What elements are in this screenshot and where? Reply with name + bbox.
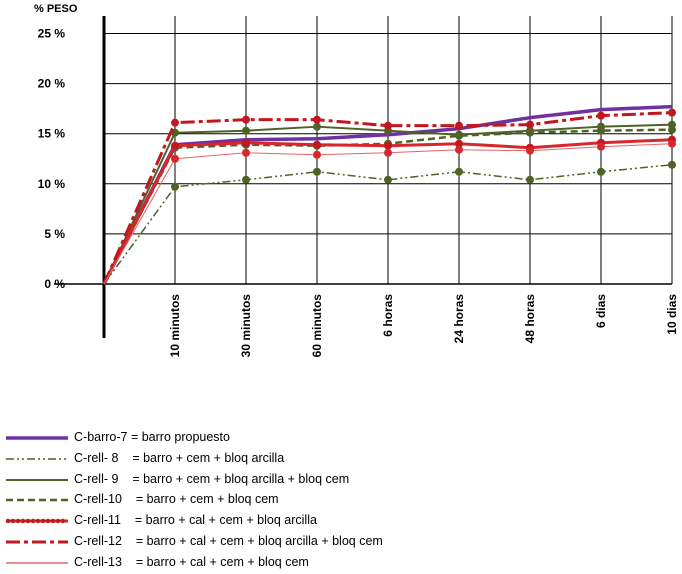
y-tick-label: 10 % xyxy=(38,177,66,191)
legend-item: C-rell- 8 = barro + cem + bloq arcilla xyxy=(0,449,682,469)
legend-item: C-barro-7 = barro propuesto xyxy=(0,428,682,448)
y-tick-label: 20 % xyxy=(38,77,66,91)
series-point-5 xyxy=(455,121,463,130)
legend-label: C-barro-7 = barro propuesto xyxy=(74,430,230,444)
series-line-1 xyxy=(103,164,673,285)
series-point-2 xyxy=(313,122,321,131)
legend-label: C-rell-10 = barro + cem + bloq cem xyxy=(74,492,279,507)
legend-swatch-dot xyxy=(25,518,31,524)
series-point-6 xyxy=(171,154,179,163)
legend-swatch-dot xyxy=(30,518,36,524)
y-tick-label: 5 % xyxy=(44,227,65,241)
legend: C-barro-7 = barro propuesto C-rell- 8 = b… xyxy=(0,428,682,574)
x-tick-labels: 10 minutos 30 minutos 60 minutos 6 horas 24 … xyxy=(168,294,679,358)
x-tick-label: 10 minutos xyxy=(168,294,182,358)
series-point-5 xyxy=(242,115,250,124)
series-point-6 xyxy=(455,145,463,154)
series-point-5 xyxy=(171,118,179,127)
series-point-1 xyxy=(242,175,250,184)
legend-item: C-rell- 9 = barro + cem + bloq arcilla +… xyxy=(0,470,682,490)
series-point-5 xyxy=(668,108,676,117)
y-axis-label: % PESO xyxy=(34,3,78,15)
series-point-3 xyxy=(526,128,534,137)
legend-swatch xyxy=(6,458,68,460)
x-tick-label: 6 horas xyxy=(381,294,395,337)
legend-item: C-rell-12 = barro + cal + cem + bloq arc… xyxy=(0,532,682,552)
series-point-1 xyxy=(171,182,179,191)
series-point-5 xyxy=(526,120,534,129)
legend-swatch-dot xyxy=(20,518,26,524)
series-point-6 xyxy=(597,142,605,151)
series-point-1 xyxy=(597,167,605,176)
legend-swatch-dot xyxy=(45,518,51,524)
legend-label: C-rell- 8 = barro + cem + bloq arcilla xyxy=(74,450,285,465)
legend-label: C-rell-12 = barro + cal + cem + bloq arc… xyxy=(74,534,383,548)
series-point-1 xyxy=(384,175,392,184)
series-point-4 xyxy=(455,139,463,148)
series-point-3 xyxy=(455,131,463,140)
series-point-4 xyxy=(313,140,321,149)
legend-swatch-dot xyxy=(15,518,21,524)
legend-swatch-dot xyxy=(50,518,56,524)
series-point-5 xyxy=(313,115,321,124)
axes xyxy=(54,16,672,338)
legend-label: C-rell-13 = barro + cal + cem + bloq cem xyxy=(74,554,309,569)
series-point-4 xyxy=(242,138,250,147)
series-point-4 xyxy=(171,141,179,150)
legend-label: C-rell- 9 = barro + cem + bloq arcilla +… xyxy=(74,471,350,486)
y-tick-label: 25 % xyxy=(38,27,66,41)
legend-swatch-dot xyxy=(55,518,61,524)
series-point-6 xyxy=(384,148,392,157)
legend-swatch xyxy=(6,540,68,544)
legend-item: C-rell-11 = barro + cal + cem + bloq arc… xyxy=(0,511,682,531)
y-tick-labels: 0 % 5 % 10 % 15 % 20 % 25 % xyxy=(38,27,66,292)
legend-swatch-dot xyxy=(40,518,46,524)
x-tick-label: 48 horas xyxy=(523,294,537,344)
x-tick-label: 60 minutos xyxy=(310,294,324,358)
x-tick-label: 30 minutos xyxy=(239,294,253,358)
line-chart: % PESO 0 % 5 % 10 % 15 % 20 % 25 % 10 minutos… xyxy=(34,3,679,358)
legend-swatch-dot xyxy=(10,518,16,524)
legend-item: C-rell-10 = barro + cem + bloq cem xyxy=(0,490,682,510)
legend-swatch-dot xyxy=(5,518,11,524)
x-tick-label: 10 dias xyxy=(665,294,679,335)
legend-swatch xyxy=(6,499,68,502)
series-point-6 xyxy=(242,148,250,157)
series-line-5 xyxy=(102,111,673,285)
series-point-4 xyxy=(384,141,392,150)
legend-label: C-rell-11 = barro + cal + cem + bloq arc… xyxy=(74,513,317,528)
x-tick-label: 24 horas xyxy=(452,294,466,344)
series-point-6 xyxy=(526,146,534,155)
x-tick-label: 6 dias xyxy=(594,294,608,328)
series-point-1 xyxy=(455,167,463,176)
series-point-6 xyxy=(313,150,321,159)
legend-swatch-dot xyxy=(60,518,66,524)
series-line-0 xyxy=(102,104,673,285)
series-point-5 xyxy=(597,111,605,120)
legend-swatch xyxy=(6,436,68,440)
legend-swatch xyxy=(5,518,68,524)
legend-swatch xyxy=(6,562,68,564)
series-point-6 xyxy=(668,139,676,148)
series-lines xyxy=(102,104,676,285)
series-point-5 xyxy=(384,121,392,130)
series-point-1 xyxy=(313,167,321,176)
series-point-1 xyxy=(526,175,534,184)
series-point-2 xyxy=(242,126,250,135)
legend-item: C-rell-13 = barro + cal + cem + bloq cem xyxy=(0,553,682,573)
series-point-3 xyxy=(597,126,605,135)
series-point-3 xyxy=(668,125,676,134)
legend-swatch xyxy=(6,478,68,481)
y-tick-label: 15 % xyxy=(38,127,66,141)
legend-swatch-dot xyxy=(35,518,41,524)
y-tick-label: 0 % xyxy=(44,277,65,291)
series-point-1 xyxy=(668,160,676,169)
